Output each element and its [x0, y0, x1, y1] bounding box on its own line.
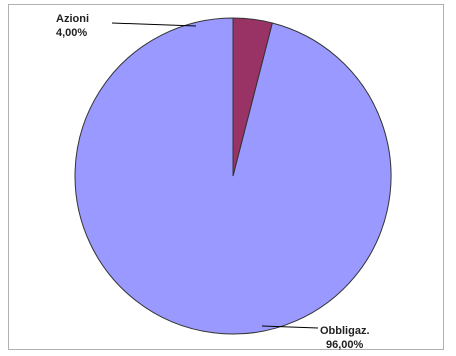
- label-azioni-name: Azioni: [56, 13, 89, 25]
- label-azioni-value: 4,00%: [56, 27, 87, 39]
- label-obbligaz-value: 96,00%: [326, 339, 364, 351]
- slices-layer: [75, 18, 391, 334]
- leader-line-azioni: [112, 23, 196, 26]
- label-obbligaz-name: Obbligaz.: [320, 325, 370, 337]
